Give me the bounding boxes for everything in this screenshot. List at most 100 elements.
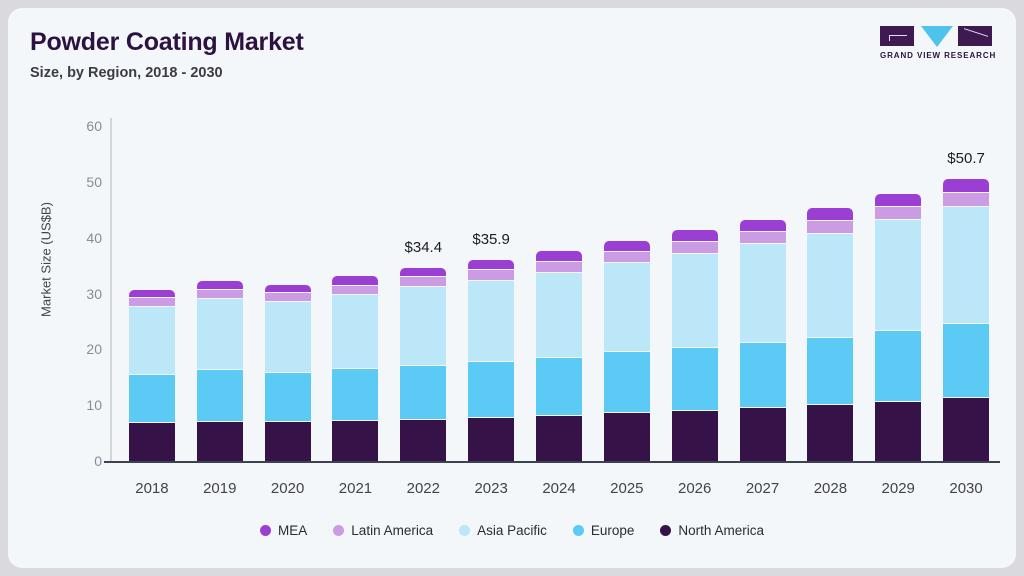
chart-card: Powder Coating Market Size, by Region, 2… <box>8 8 1016 568</box>
bar-segment-latin-america[interactable] <box>943 192 990 207</box>
bar-segment-latin-america[interactable] <box>807 219 854 233</box>
bar-segment-europe[interactable] <box>196 369 243 421</box>
stacked-bar[interactable] <box>128 289 175 461</box>
bar-segment-europe[interactable] <box>332 368 379 420</box>
bar-segment-europe[interactable] <box>128 373 175 423</box>
bar-segment-latin-america[interactable] <box>128 296 175 306</box>
bar-segment-asia-pacific[interactable] <box>943 206 990 323</box>
legend-item-north-america[interactable]: North America <box>660 523 764 538</box>
bar-segment-north-america[interactable] <box>943 397 990 461</box>
bar-segment-latin-america[interactable] <box>671 241 718 253</box>
bar-group[interactable] <box>196 281 243 461</box>
bar-segment-latin-america[interactable] <box>332 284 379 295</box>
bar-segment-asia-pacific[interactable] <box>468 279 515 361</box>
bar-group[interactable] <box>264 284 311 461</box>
stacked-bar[interactable] <box>671 230 718 461</box>
grand-view-research-logo: GRAND VIEW RESEARCH <box>880 26 995 64</box>
bar-segment-asia-pacific[interactable] <box>332 294 379 369</box>
legend-swatch-icon <box>660 525 672 536</box>
stacked-bar[interactable] <box>739 219 786 461</box>
bar-segment-asia-pacific[interactable] <box>128 305 175 374</box>
bar-segment-latin-america[interactable] <box>264 292 311 302</box>
bar-group[interactable] <box>807 208 854 461</box>
bar-group[interactable] <box>536 251 582 461</box>
bar-segment-north-america[interactable] <box>468 416 515 461</box>
bar-segment-asia-pacific[interactable] <box>603 262 650 352</box>
stacked-bar[interactable] <box>264 284 311 461</box>
bar-segment-north-america[interactable] <box>332 419 379 461</box>
bar-group[interactable]: $35.9 <box>468 231 515 461</box>
bar-group[interactable]: $34.4 <box>400 239 447 461</box>
stacked-bar[interactable] <box>875 193 922 461</box>
bar-segment-europe[interactable] <box>671 346 718 410</box>
bar-segment-mea[interactable] <box>128 289 175 297</box>
bar-group[interactable] <box>739 219 786 461</box>
bar-segment-asia-pacific[interactable] <box>264 301 311 372</box>
bar-segment-mea[interactable] <box>943 179 990 193</box>
bar-group[interactable] <box>875 193 922 461</box>
bar-segment-asia-pacific[interactable] <box>739 243 786 342</box>
bar-segment-europe[interactable] <box>536 356 582 415</box>
stacked-bar[interactable] <box>943 179 990 461</box>
legend-item-mea[interactable]: MEA <box>260 523 307 538</box>
bar-segment-latin-america[interactable] <box>875 205 922 220</box>
bar-segment-mea[interactable] <box>671 230 718 242</box>
bar-segment-europe[interactable] <box>943 322 990 398</box>
bar-segment-europe[interactable] <box>603 351 650 413</box>
stacked-bar[interactable] <box>603 241 650 461</box>
bar-segment-mea[interactable] <box>264 284 311 293</box>
chart-header: Powder Coating Market Size, by Region, 2… <box>8 8 1016 104</box>
bar-segment-north-america[interactable] <box>807 404 854 461</box>
bar-segment-north-america[interactable] <box>264 421 311 461</box>
bar-segment-north-america[interactable] <box>128 422 175 461</box>
legend-item-europe[interactable]: Europe <box>572 523 634 538</box>
bar-segment-asia-pacific[interactable] <box>536 271 582 357</box>
stacked-bar[interactable] <box>332 276 379 461</box>
bar-segment-europe[interactable] <box>468 360 515 417</box>
legend-item-latin-america[interactable]: Latin America <box>333 523 433 538</box>
bar-segment-latin-america[interactable] <box>536 260 582 272</box>
bar-segment-north-america[interactable] <box>603 412 650 461</box>
bar-group[interactable]: $50.7 <box>943 150 990 461</box>
bar-segment-latin-america[interactable] <box>196 289 243 298</box>
bar-segment-mea[interactable] <box>807 208 854 220</box>
bar-segment-north-america[interactable] <box>875 400 922 461</box>
stacked-bar[interactable] <box>468 260 515 461</box>
bar-segment-asia-pacific[interactable] <box>875 219 922 330</box>
legend-item-asia-pacific[interactable]: Asia Pacific <box>459 523 547 538</box>
bar-segment-mea[interactable] <box>196 281 243 290</box>
bar-segment-europe[interactable] <box>875 329 922 401</box>
bar-segment-north-america[interactable] <box>671 409 718 461</box>
stacked-bar[interactable] <box>536 251 582 461</box>
bar-segment-mea[interactable] <box>739 219 786 231</box>
bar-segment-latin-america[interactable] <box>603 251 650 263</box>
bar-group[interactable] <box>671 230 718 461</box>
bar-segment-mea[interactable] <box>875 193 922 206</box>
bar-segment-asia-pacific[interactable] <box>400 286 447 365</box>
stacked-bar[interactable] <box>807 208 854 461</box>
bar-segment-north-america[interactable] <box>400 418 447 461</box>
bar-segment-mea[interactable] <box>536 251 582 261</box>
bar-group[interactable] <box>128 289 175 461</box>
bar-segment-mea[interactable] <box>468 260 515 269</box>
bar-group[interactable] <box>603 241 650 461</box>
bar-group[interactable] <box>332 276 379 461</box>
bar-segment-mea[interactable] <box>603 241 650 252</box>
bar-segment-latin-america[interactable] <box>400 276 447 287</box>
bar-segment-mea[interactable] <box>400 267 447 277</box>
stacked-bar[interactable] <box>400 267 447 461</box>
bar-segment-mea[interactable] <box>332 276 379 285</box>
bar-segment-latin-america[interactable] <box>468 268 515 280</box>
bar-segment-europe[interactable] <box>400 364 447 419</box>
bar-segment-asia-pacific[interactable] <box>196 297 243 370</box>
bar-segment-north-america[interactable] <box>536 414 582 461</box>
bar-segment-asia-pacific[interactable] <box>671 252 718 347</box>
stacked-bar[interactable] <box>196 281 243 461</box>
bar-segment-asia-pacific[interactable] <box>807 232 854 337</box>
bar-segment-europe[interactable] <box>264 371 311 422</box>
bar-segment-europe[interactable] <box>807 336 854 405</box>
bar-segment-latin-america[interactable] <box>739 230 786 244</box>
bar-segment-north-america[interactable] <box>739 406 786 461</box>
bar-segment-north-america[interactable] <box>196 420 243 461</box>
bar-segment-europe[interactable] <box>739 341 786 407</box>
